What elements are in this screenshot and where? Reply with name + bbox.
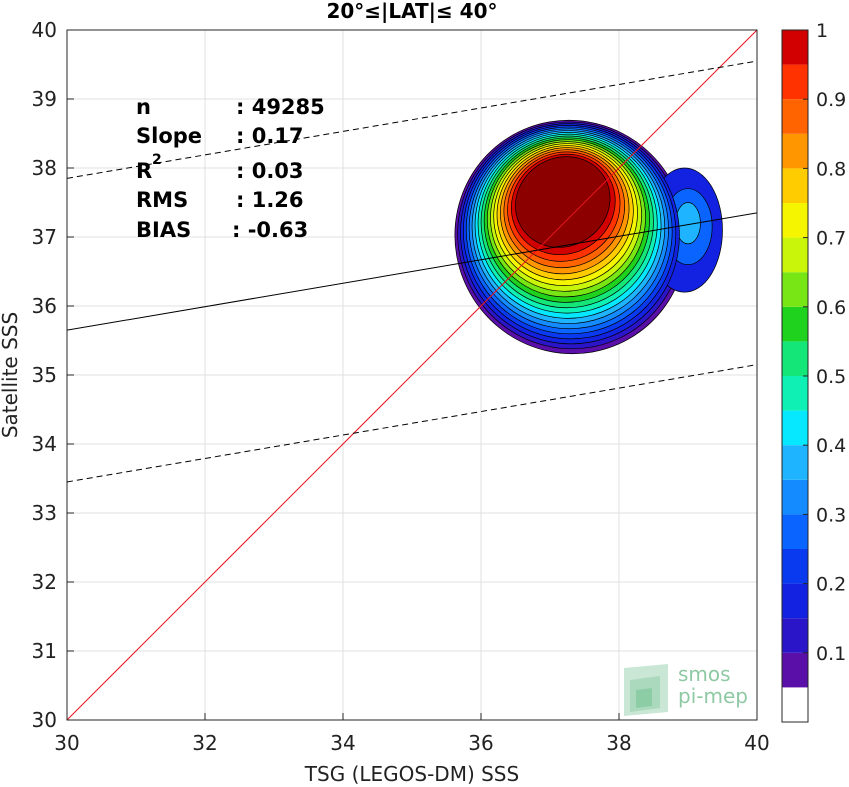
colorbar-swatch <box>782 133 808 169</box>
y-tick-label: 31 <box>32 639 57 663</box>
colorbar-tick-label: 1 <box>816 20 828 42</box>
stat-n-label: n <box>136 95 151 119</box>
y-tick-label: 32 <box>32 570 57 594</box>
y-axis-ticks: 30 31 32 33 34 35 36 37 38 39 40 <box>32 18 74 732</box>
watermark-line2: pi-mep <box>678 684 748 708</box>
colorbar-tick-label: 0.2 <box>816 574 846 596</box>
x-tick-label: 38 <box>606 731 631 755</box>
y-tick-label: 38 <box>32 156 57 180</box>
stat-rms-value: : 1.26 <box>236 188 304 212</box>
colorbar-tick-label: 0.3 <box>816 504 846 526</box>
y-tick-label: 36 <box>32 294 57 318</box>
colorbar-swatch <box>782 341 808 376</box>
colorbar-ticks: 0.1 0.2 0.3 0.4 0.5 0.6 0.7 0.8 0.9 1 <box>803 20 846 665</box>
watermark-logo: smos pi-mep <box>624 662 748 716</box>
stat-r2-sup: 2 <box>152 152 162 168</box>
x-tick-label: 34 <box>330 731 355 755</box>
colorbar-swatch <box>782 237 808 273</box>
line-lower-bound <box>67 364 757 483</box>
y-axis-label: Satellite SSS <box>0 312 22 438</box>
colorbar-swatch <box>782 30 808 65</box>
colorbar-swatch <box>782 99 808 134</box>
colorbar-tick-label: 0.5 <box>816 366 846 388</box>
x-axis-label: TSG (LEGOS-DM) SSS <box>304 762 519 786</box>
stat-bias-value: : -0.63 <box>232 218 308 242</box>
watermark-line1: smos <box>678 662 731 686</box>
colorbar-swatch <box>782 376 808 411</box>
x-axis-ticks: 30 32 34 36 38 40 <box>54 713 770 755</box>
line-upper-bound <box>67 60 757 179</box>
stats-box: n : 49285 Slope : 0.17 R 2 : 0.03 RMS : … <box>136 95 325 242</box>
line-regression <box>67 212 757 331</box>
colorbar-swatch <box>782 687 808 722</box>
stat-n-value: : 49285 <box>236 95 325 119</box>
density-contours <box>454 119 723 355</box>
y-tick-label: 35 <box>32 363 57 387</box>
x-tick-label: 40 <box>744 731 769 755</box>
colorbar-swatch <box>782 583 808 619</box>
line-identity <box>67 30 757 720</box>
colorbar-swatch <box>782 514 808 549</box>
colorbar-tick-label: 0.8 <box>816 158 846 180</box>
colorbar-swatch <box>782 272 808 307</box>
colorbar-tick-label: 0.1 <box>816 643 846 665</box>
colorbar-swatch <box>782 618 808 653</box>
colorbar-swatch <box>782 203 808 238</box>
stat-r2-value: : 0.03 <box>236 159 304 183</box>
stat-slope-label: Slope <box>136 124 202 148</box>
colorbar-tick-label: 0.4 <box>816 435 846 457</box>
colorbar <box>782 30 808 722</box>
y-tick-label: 40 <box>32 18 57 42</box>
stat-bias-label: BIAS <box>136 218 191 242</box>
colorbar-tick-label: 0.6 <box>816 297 846 319</box>
colorbar-tick-label: 0.9 <box>816 89 846 111</box>
colorbar-tick-label: 0.7 <box>816 228 846 250</box>
colorbar-swatch <box>782 479 808 515</box>
colorbar-swatch <box>782 445 808 480</box>
colorbar-swatch <box>782 64 808 100</box>
y-tick-label: 34 <box>32 432 57 456</box>
colorbar-swatch <box>782 168 808 203</box>
y-tick-label: 39 <box>32 87 57 111</box>
contour-level <box>515 156 611 248</box>
chart-title: 20°≤|LAT|≤ 40° <box>326 0 497 23</box>
stat-slope-value: : 0.17 <box>236 124 304 148</box>
reference-lines <box>67 30 757 720</box>
x-tick-label: 32 <box>192 731 217 755</box>
stat-r2-label: R <box>136 159 152 183</box>
x-tick-label: 36 <box>468 731 493 755</box>
colorbar-swatch <box>782 306 808 342</box>
colorbar-swatch <box>782 410 808 446</box>
colorbar-swatch <box>782 652 808 688</box>
colorbar-swatch <box>782 549 808 584</box>
y-tick-label: 30 <box>32 708 57 732</box>
y-tick-label: 33 <box>32 501 57 525</box>
stat-rms-label: RMS <box>136 188 188 212</box>
x-tick-label: 30 <box>54 731 79 755</box>
y-tick-label: 37 <box>32 225 57 249</box>
